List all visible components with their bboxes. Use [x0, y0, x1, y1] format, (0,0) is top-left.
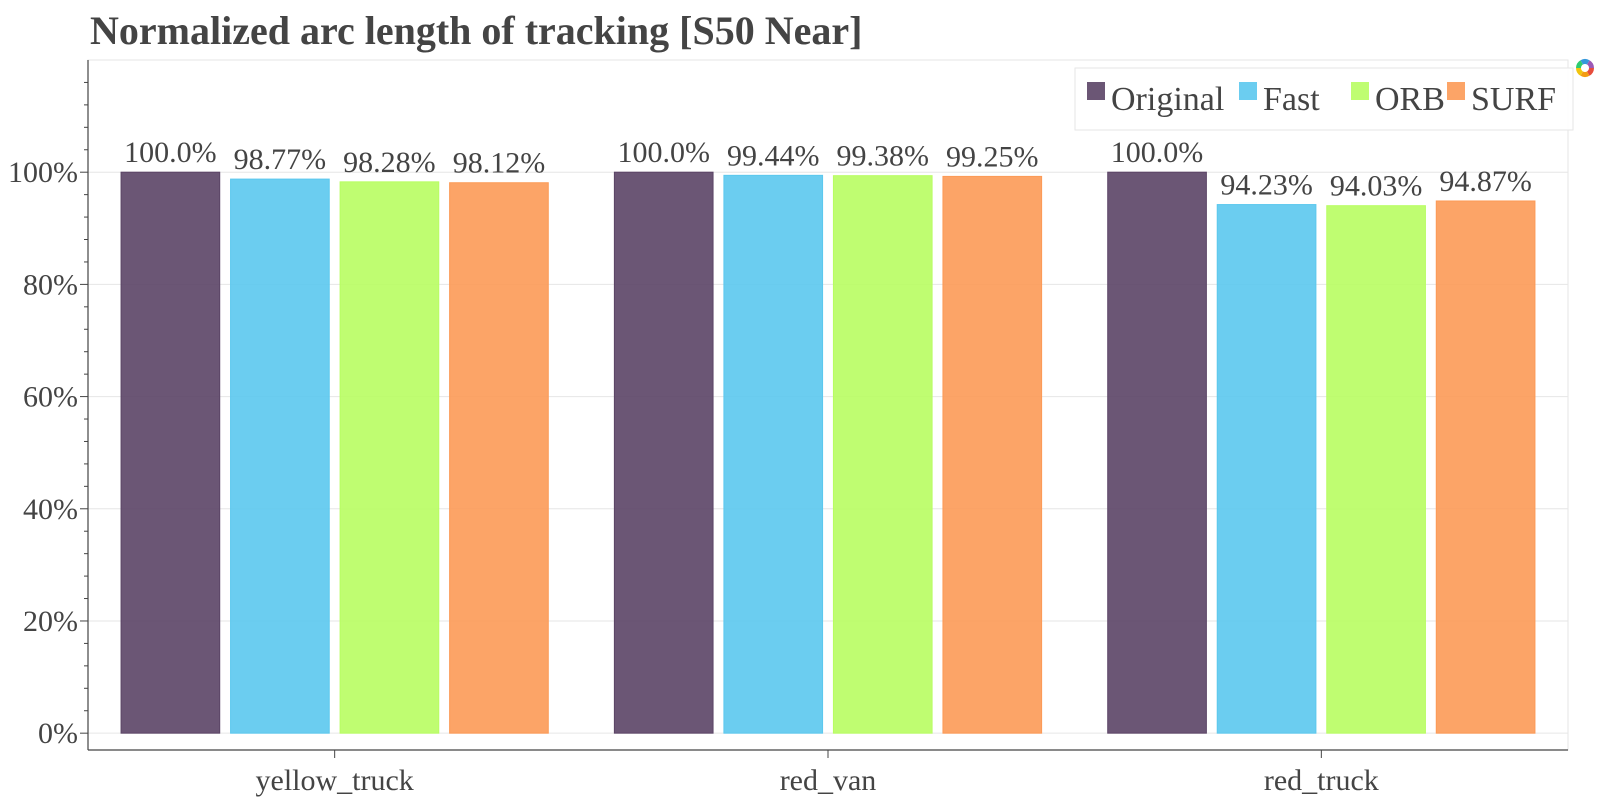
data-label: 100.0% [124, 136, 217, 169]
y-tick-label: 20% [23, 605, 78, 638]
axes: 0% 20% 40% 60% 80% 100% yellow_truck red_van red… [8, 60, 1568, 797]
data-label: 99.25% [946, 140, 1039, 173]
data-label: 98.77% [234, 143, 327, 176]
bar-fast [1216, 204, 1317, 734]
data-label: 94.03% [1330, 170, 1423, 203]
data-label: 98.12% [453, 147, 546, 180]
bars [120, 171, 1536, 734]
bokeh-logo-segment [1576, 68, 1583, 76]
data-labels: 100.0% 98.77% 98.28% 98.12% 100.0% 99.44% 99.3… [124, 136, 1532, 202]
bar-orb [339, 181, 440, 734]
data-label: 99.38% [837, 140, 930, 173]
bokeh-logo-segment [1587, 60, 1594, 68]
bar-surf [942, 175, 1043, 734]
data-label: 100.0% [1111, 136, 1204, 169]
legend-label-surf: SURF [1471, 81, 1556, 118]
bokeh-logo-segment [1576, 60, 1583, 68]
bar-fast [230, 178, 330, 734]
x-tick-label: red_van [780, 764, 877, 797]
legend-swatch-orb [1351, 82, 1369, 100]
data-label: 98.28% [343, 146, 436, 179]
bokeh-logo-segment [1587, 68, 1594, 76]
y-tick-label: 0% [38, 717, 78, 750]
bokeh-logo-segment [1580, 59, 1590, 65]
y-tick-label: 80% [23, 268, 78, 301]
data-label: 94.23% [1220, 169, 1313, 202]
legend-label-original: Original [1111, 81, 1224, 118]
bar-surf [1435, 200, 1536, 734]
legend-label-fast: Fast [1263, 81, 1320, 118]
x-tick-label: red_truck [1264, 764, 1379, 797]
legend-swatch-surf [1447, 82, 1465, 100]
legend-swatch-original [1087, 82, 1105, 100]
bar-orb [832, 175, 933, 734]
legend-label-orb: ORB [1375, 81, 1445, 118]
bar-surf [449, 182, 549, 734]
bokeh-logo-icon[interactable] [1576, 59, 1594, 77]
bar-fast [723, 174, 824, 734]
legend-box [1074, 67, 1574, 131]
bokeh-logo-segment [1580, 71, 1590, 77]
chart-title: Normalized arc length of tracking [S50 N… [90, 8, 862, 53]
bar-original [1107, 171, 1207, 734]
bar-original [120, 171, 221, 734]
legend: Original Fast ORB SURF [1074, 67, 1574, 131]
data-label: 94.87% [1439, 165, 1532, 198]
data-label: 100.0% [617, 136, 710, 169]
x-tick-label: yellow_truck [256, 764, 414, 797]
y-tick-label: 100% [8, 156, 78, 189]
y-tick-label: 40% [23, 493, 78, 526]
legend-swatch-fast [1239, 82, 1257, 100]
bar-orb [1326, 205, 1426, 734]
bar-original [613, 171, 714, 734]
y-tick-label: 60% [23, 381, 78, 414]
data-label: 99.44% [727, 139, 820, 172]
